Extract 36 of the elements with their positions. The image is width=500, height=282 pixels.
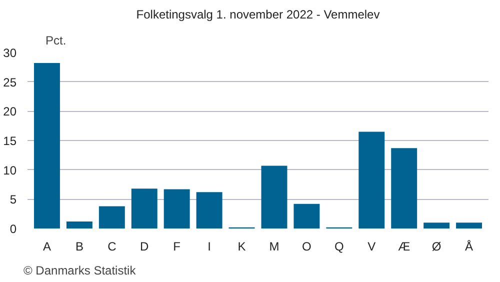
x-tick-label: O <box>302 240 312 254</box>
bar <box>34 63 60 228</box>
bar <box>98 206 125 228</box>
x-tick-label: Æ <box>398 240 410 254</box>
bar <box>66 221 92 228</box>
bar <box>164 189 190 228</box>
chart-title: Folketingsvalg 1. november 2022 - Vemmelev <box>136 8 380 22</box>
bar <box>424 222 450 228</box>
x-tick-label: C <box>108 240 117 254</box>
y-axis-title: Pct. <box>46 34 66 48</box>
bar <box>294 204 320 228</box>
x-tick-label: B <box>75 240 84 254</box>
text: © Danmarks Statistik <box>24 264 137 278</box>
x-tick-label: Å <box>465 240 474 254</box>
bar <box>196 192 222 228</box>
y-tick-label: 25 <box>3 75 17 90</box>
x-tick-label: K <box>238 240 246 254</box>
x-tick-label: Ø <box>432 240 442 254</box>
y-tick-label: 15 <box>3 134 17 148</box>
bar <box>358 132 385 228</box>
bar <box>131 188 158 228</box>
bar <box>391 148 418 228</box>
bar <box>261 166 288 228</box>
y-tick-label: 0 <box>10 222 17 236</box>
x-tick-label: D <box>140 240 150 254</box>
x-tick-label: A <box>42 240 51 254</box>
x-tick-label: F <box>173 240 181 254</box>
y-tick-label: 5 <box>10 192 17 207</box>
y-tick-label: 30 <box>3 46 17 60</box>
y-tick-label: 10 <box>3 163 17 178</box>
x-tick-label: I <box>208 240 211 254</box>
bar <box>456 222 482 228</box>
y-tick-label: 20 <box>3 104 17 119</box>
x-tick-label: V <box>368 240 376 254</box>
x-tick-label: M <box>269 240 280 254</box>
x-tick-label: Q <box>334 240 344 254</box>
